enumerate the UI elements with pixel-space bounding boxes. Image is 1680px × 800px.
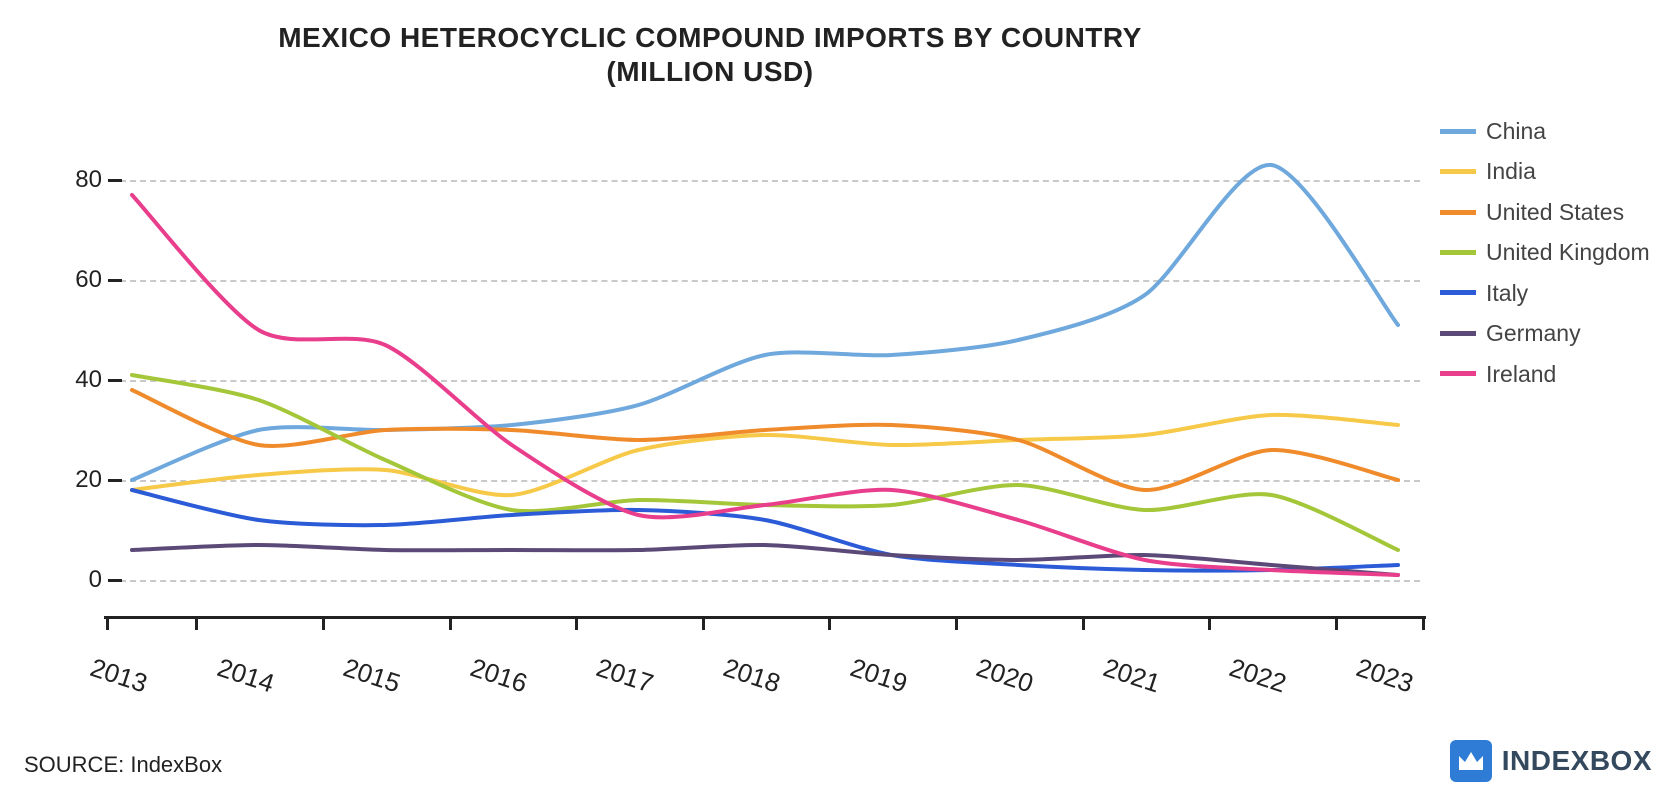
xtick-label: 2014 [213, 652, 278, 699]
xtick-mark [1335, 616, 1338, 630]
xtick-label: 2023 [1352, 652, 1417, 699]
xtick-label: 2019 [846, 652, 911, 699]
series-line [132, 390, 1398, 490]
xtick-mark [955, 616, 958, 630]
legend-label: Ireland [1486, 361, 1556, 387]
legend-label: China [1486, 118, 1546, 144]
logo-text: INDEXBOX [1502, 745, 1652, 777]
legend-swatch [1440, 129, 1476, 134]
ytick-label: 20 [75, 466, 110, 494]
indexbox-logo: INDEXBOX [1450, 740, 1652, 782]
xtick-mark [195, 616, 198, 630]
chart-title-line1: MEXICO HETEROCYCLIC COMPOUND IMPORTS BY … [0, 22, 1420, 54]
xtick-mark [449, 616, 452, 630]
crown-icon [1450, 740, 1492, 782]
ytick-label: 60 [75, 266, 110, 294]
ytick-label: 80 [75, 166, 110, 194]
legend-label: United States [1486, 199, 1624, 225]
legend-swatch [1440, 290, 1476, 295]
legend: China India United States United Kingdom Ita… [1440, 118, 1650, 401]
legend-item: Ireland [1440, 361, 1650, 387]
xtick-label: 2022 [1226, 652, 1291, 699]
xtick-label: 2021 [1099, 652, 1164, 699]
xtick-label: 2016 [466, 652, 531, 699]
legend-swatch [1440, 169, 1476, 174]
legend-swatch [1440, 371, 1476, 376]
legend-item: Germany [1440, 320, 1650, 346]
series-line [132, 165, 1398, 480]
legend-label: United Kingdom [1486, 239, 1650, 265]
xtick-label: 2018 [719, 652, 784, 699]
legend-item: United Kingdom [1440, 239, 1650, 265]
legend-item: Italy [1440, 280, 1650, 306]
legend-swatch [1440, 250, 1476, 255]
legend-item: India [1440, 158, 1650, 184]
xtick-mark [322, 616, 325, 630]
chart-title-line2: (MILLION USD) [0, 56, 1420, 88]
x-axis-line [104, 616, 1426, 619]
legend-swatch [1440, 331, 1476, 336]
legend-swatch [1440, 210, 1476, 215]
xtick-label: 2017 [593, 652, 658, 699]
chart-plot-area: 0204060802013201420152016201720182019202… [110, 130, 1420, 600]
xtick-mark [1082, 616, 1085, 630]
ytick-label: 0 [89, 566, 110, 594]
xtick-mark [106, 616, 109, 630]
xtick-label: 2020 [973, 652, 1038, 699]
xtick-label: 2013 [86, 652, 151, 699]
source-attribution: SOURCE: IndexBox [24, 752, 222, 778]
legend-label: India [1486, 158, 1536, 184]
line-plot-svg [110, 130, 1420, 600]
legend-item: United States [1440, 199, 1650, 225]
xtick-mark [1422, 616, 1425, 630]
legend-item: China [1440, 118, 1650, 144]
legend-label: Germany [1486, 320, 1581, 346]
xtick-mark [575, 616, 578, 630]
xtick-label: 2015 [340, 652, 405, 699]
xtick-mark [1208, 616, 1211, 630]
legend-label: Italy [1486, 280, 1528, 306]
xtick-mark [828, 616, 831, 630]
xtick-mark [702, 616, 705, 630]
ytick-label: 40 [75, 366, 110, 394]
